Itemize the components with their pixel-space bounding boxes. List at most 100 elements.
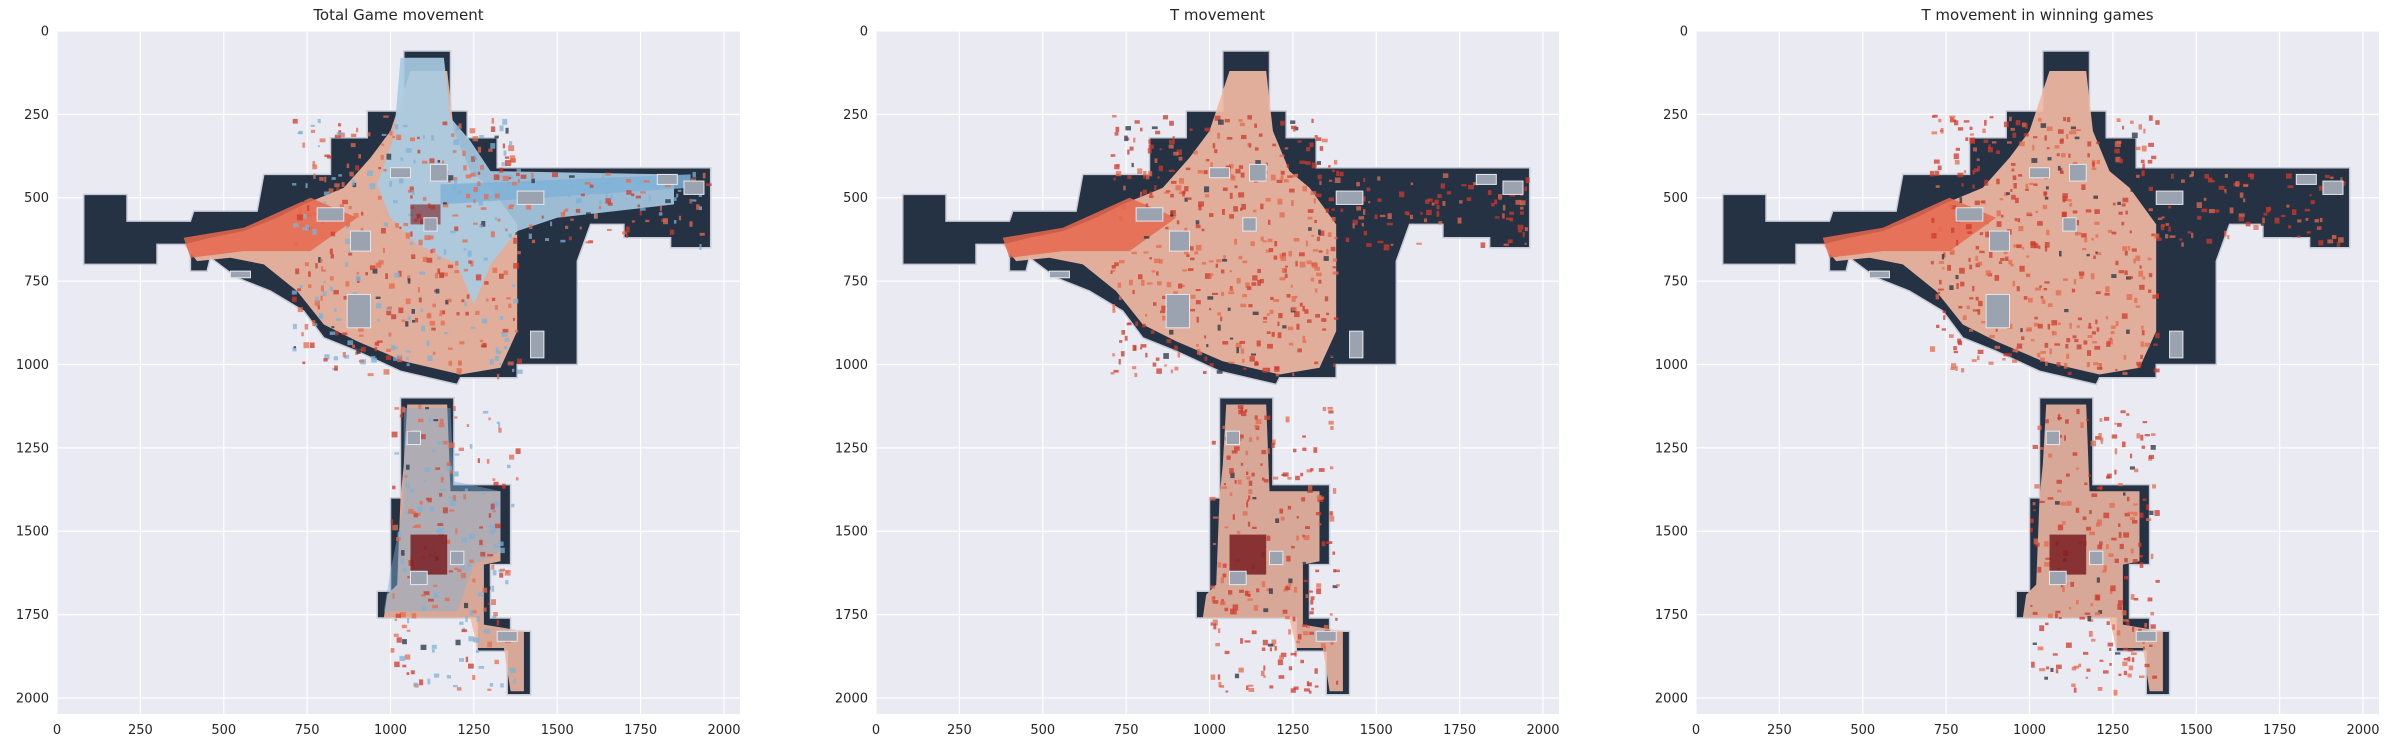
heat-cell (448, 179, 451, 183)
heat-cell (2076, 325, 2080, 328)
heat-cell (639, 208, 646, 211)
heat-cell (575, 208, 581, 213)
heat-cell (367, 373, 374, 377)
heat-cell (541, 215, 544, 219)
heat-cell (2113, 689, 2118, 696)
heat-cell (504, 156, 509, 159)
heat-cell (1176, 220, 1180, 225)
heat-cell (1940, 128, 1944, 134)
heat-cell (1211, 596, 1214, 602)
heat-cell (2151, 433, 2156, 436)
map-obstacle (1315, 630, 1337, 642)
heat-cell (2114, 141, 2121, 148)
heat-cell (1124, 135, 1128, 142)
map-obstacle (516, 190, 545, 205)
heat-cell (405, 298, 411, 305)
heat-cell (1197, 170, 1203, 174)
heat-cell (1212, 600, 1219, 604)
heat-cell (2280, 214, 2286, 217)
map-obstacle (2045, 430, 2061, 446)
heat-cell (409, 186, 414, 193)
heat-cell (1314, 361, 1319, 365)
heat-cell (1131, 162, 1134, 168)
heat-cell (2187, 231, 2192, 234)
heat-cell (484, 281, 489, 285)
heat-cell (466, 424, 470, 427)
heat-cell (1522, 231, 1525, 238)
heat-cell (1358, 216, 1365, 220)
heat-cell (696, 204, 700, 210)
heat-cell (2139, 284, 2145, 290)
heat-cell (1269, 309, 1274, 314)
heat-cell (446, 675, 451, 679)
heat-cell (2292, 209, 2297, 215)
heat-cell (2119, 543, 2124, 550)
heat-cell (314, 300, 320, 306)
heat-cell (1239, 122, 1245, 127)
heat-cell (1941, 328, 1946, 331)
heat-streak (1002, 197, 1177, 258)
heat-cell (411, 613, 417, 619)
heat-cell (2152, 484, 2156, 489)
heat-cell (1318, 229, 1321, 235)
heat-cell (468, 534, 475, 540)
heat-cell (2215, 209, 2220, 213)
heat-cell (1217, 324, 1221, 331)
heat-cell (1306, 260, 1312, 265)
heat-cell (475, 274, 482, 281)
heat-cell (481, 221, 486, 227)
heat-cell (1204, 335, 1207, 339)
heat-cell (2044, 246, 2048, 252)
heat-cell (350, 143, 356, 148)
heat-cell (328, 188, 334, 193)
heat-cell (458, 123, 462, 129)
heat-cell (1273, 255, 1278, 260)
heat-cell (394, 661, 400, 668)
heat-cell (1253, 605, 1259, 611)
map-obstacle (1242, 217, 1257, 232)
heat-cell (2051, 320, 2058, 326)
heat-cell (1186, 254, 1190, 257)
heat-cell (298, 207, 302, 214)
heat-cell (2065, 642, 2072, 648)
heat-cell (374, 347, 378, 352)
map-obstacle (346, 293, 371, 329)
heat-cell (312, 161, 315, 167)
heat-cell (1173, 151, 1179, 156)
heat-cell (2253, 224, 2259, 230)
map-obstacle (2169, 330, 2184, 359)
heat-cell (1127, 149, 1130, 155)
heat-cell (1151, 270, 1156, 273)
heat-cell (1143, 174, 1146, 179)
heat-cell (365, 272, 368, 276)
heat-cell (385, 273, 388, 279)
heat-cell (1149, 191, 1153, 196)
heat-cell (435, 467, 441, 470)
heat-cell (470, 173, 476, 177)
x-tick-label: 1750 (624, 723, 657, 738)
heat-cell (2019, 141, 2025, 147)
heat-cell (1188, 268, 1194, 271)
heat-cell (1332, 585, 1338, 589)
heat-cell (579, 226, 582, 230)
heat-cell (1119, 340, 1123, 343)
heat-cell (1309, 611, 1314, 615)
heat-cell (2052, 653, 2058, 656)
heat-cell (1975, 255, 1979, 261)
heat-cell (2095, 234, 2099, 238)
heat-cell (1991, 141, 1997, 144)
heat-cell (1308, 690, 1312, 694)
heat-cell (1247, 594, 1251, 597)
heat-cell (2117, 600, 2124, 605)
heat-cell (1242, 260, 1248, 264)
heat-cell (1299, 261, 1306, 268)
heat-cell (2107, 642, 2113, 647)
heat-cell (1194, 251, 1199, 255)
heat-cell (1425, 199, 1430, 204)
heat-cell (1209, 308, 1212, 311)
heat-cell (1987, 147, 1993, 153)
heat-cell (2037, 352, 2041, 358)
y-tick-label: 250 (24, 108, 49, 123)
heat-cell (471, 326, 476, 329)
heat-cell (2063, 278, 2068, 281)
